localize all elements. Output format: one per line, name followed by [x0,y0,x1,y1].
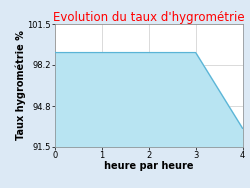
Title: Evolution du taux d'hygrométrie: Evolution du taux d'hygrométrie [53,11,244,24]
Y-axis label: Taux hygrométrie %: Taux hygrométrie % [15,31,26,140]
X-axis label: heure par heure: heure par heure [104,161,194,171]
